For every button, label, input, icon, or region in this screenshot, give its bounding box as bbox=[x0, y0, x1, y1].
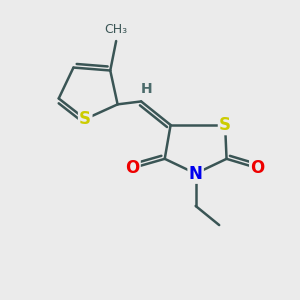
Text: S: S bbox=[219, 116, 231, 134]
Text: N: N bbox=[189, 165, 202, 183]
Text: H: H bbox=[141, 82, 153, 96]
Text: CH₃: CH₃ bbox=[105, 23, 128, 36]
Text: S: S bbox=[79, 110, 91, 128]
Text: O: O bbox=[125, 159, 140, 177]
Text: O: O bbox=[250, 159, 265, 177]
